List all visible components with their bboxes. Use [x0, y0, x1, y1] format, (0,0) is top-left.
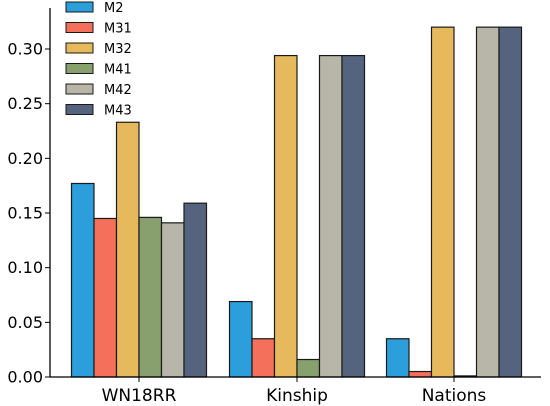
legend-label: M43 [104, 104, 132, 119]
y-tick-label: 0.00 [7, 368, 43, 387]
legend-item-m32: M32 [65, 42, 132, 57]
legend: M2 M31 M32 M41 M42 M43 [65, 1, 132, 119]
legend-swatch [65, 63, 94, 74]
y-tick-label: 0.05 [7, 313, 43, 332]
legend-item-m41: M41 [65, 63, 132, 78]
legend-item-m42: M42 [65, 83, 132, 98]
bars-layer [70, 26, 523, 378]
bar-m43-wn18rr [183, 202, 208, 378]
y-tick-label: 0.25 [7, 94, 43, 113]
bar-m2-kinship [228, 300, 253, 378]
bar-m43-kinship [341, 54, 366, 378]
bar-m31-kinship [251, 338, 276, 378]
legend-item-m31: M31 [65, 22, 132, 37]
bar-m42-kinship [318, 54, 343, 378]
legend-label: M41 [104, 63, 132, 78]
bar-m31-wn18rr [93, 217, 118, 378]
legend-item-m43: M43 [65, 104, 132, 119]
y-tick-label: 0.20 [7, 149, 43, 168]
legend-label: M2 [104, 1, 124, 16]
x-tick-label-nations: Nations [422, 386, 487, 406]
bar-m42-wn18rr [160, 222, 185, 378]
x-tick-label-wn18rr: WN18RR [102, 386, 177, 406]
y-tick-label: 0.10 [7, 258, 43, 277]
bar-m32-kinship [273, 54, 298, 378]
legend-swatch [65, 42, 94, 54]
bar-m31-nations [408, 370, 433, 378]
bar-m2-nations [385, 338, 410, 378]
legend-label: M31 [104, 22, 132, 37]
bar-m2-wn18rr [70, 182, 95, 378]
legend-label: M32 [104, 42, 132, 57]
bar-m32-wn18rr [115, 121, 140, 378]
bar-m41-kinship [296, 358, 321, 378]
legend-swatch [65, 83, 94, 95]
bar-m41-wn18rr [138, 216, 163, 378]
bar-m32-nations [430, 26, 455, 378]
legend-swatch [65, 104, 94, 115]
y-tick-label: 0.15 [7, 204, 43, 223]
bar-m42-nations [475, 26, 500, 378]
legend-item-m2: M2 [65, 1, 124, 16]
legend-label: M42 [104, 83, 132, 98]
legend-swatch [65, 1, 94, 13]
axes-layer: 0.00 0.05 0.10 0.15 0.20 0.25 0.30 WN18RR Kinshi… [7, 8, 541, 406]
bar-m43-nations [498, 26, 523, 378]
legend-swatch [65, 22, 94, 33]
y-tick-label: 0.30 [7, 40, 43, 59]
x-tick-label-kinship: Kinship [266, 386, 328, 406]
